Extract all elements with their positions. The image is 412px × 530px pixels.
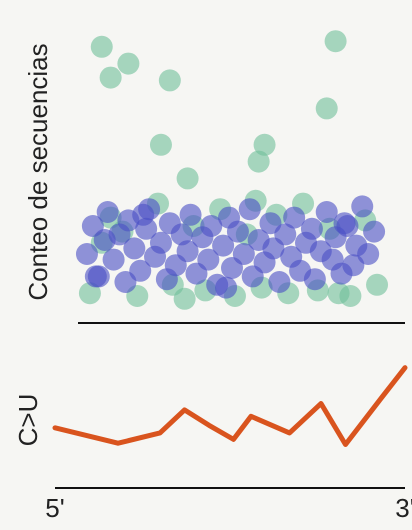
point	[238, 198, 261, 221]
point	[179, 203, 202, 226]
point	[84, 265, 107, 288]
point	[176, 240, 199, 263]
point	[96, 201, 119, 223]
point	[75, 243, 98, 265]
point	[158, 69, 181, 92]
point	[268, 271, 291, 293]
point	[149, 133, 172, 156]
point	[200, 215, 223, 237]
point	[99, 66, 122, 89]
point	[123, 237, 146, 260]
point	[129, 259, 152, 282]
point	[212, 234, 235, 257]
point	[197, 248, 220, 271]
point	[132, 203, 155, 226]
point	[357, 243, 380, 265]
point	[78, 282, 101, 305]
point	[366, 273, 389, 296]
y-axis-label: Conteo de secuencias	[23, 43, 53, 300]
point	[226, 220, 249, 243]
point	[363, 220, 386, 243]
x-tick-label: 5'	[45, 493, 64, 523]
point	[117, 52, 140, 75]
point	[300, 217, 323, 240]
point	[351, 195, 374, 218]
point	[176, 167, 199, 190]
point	[315, 97, 338, 120]
point	[315, 201, 338, 223]
point	[232, 243, 255, 265]
line	[52, 365, 408, 447]
point	[324, 30, 347, 53]
point	[247, 150, 270, 173]
point	[274, 223, 297, 246]
point	[283, 206, 306, 229]
point	[303, 268, 326, 291]
point	[327, 282, 350, 305]
point	[170, 223, 193, 246]
x-tick-label: 3'	[395, 493, 412, 523]
point	[215, 276, 238, 299]
point	[102, 248, 125, 271]
point	[333, 212, 356, 235]
point	[253, 133, 276, 156]
y-axis-label: C>U	[13, 394, 43, 447]
point	[90, 35, 113, 58]
point	[173, 287, 196, 310]
point	[149, 231, 172, 254]
